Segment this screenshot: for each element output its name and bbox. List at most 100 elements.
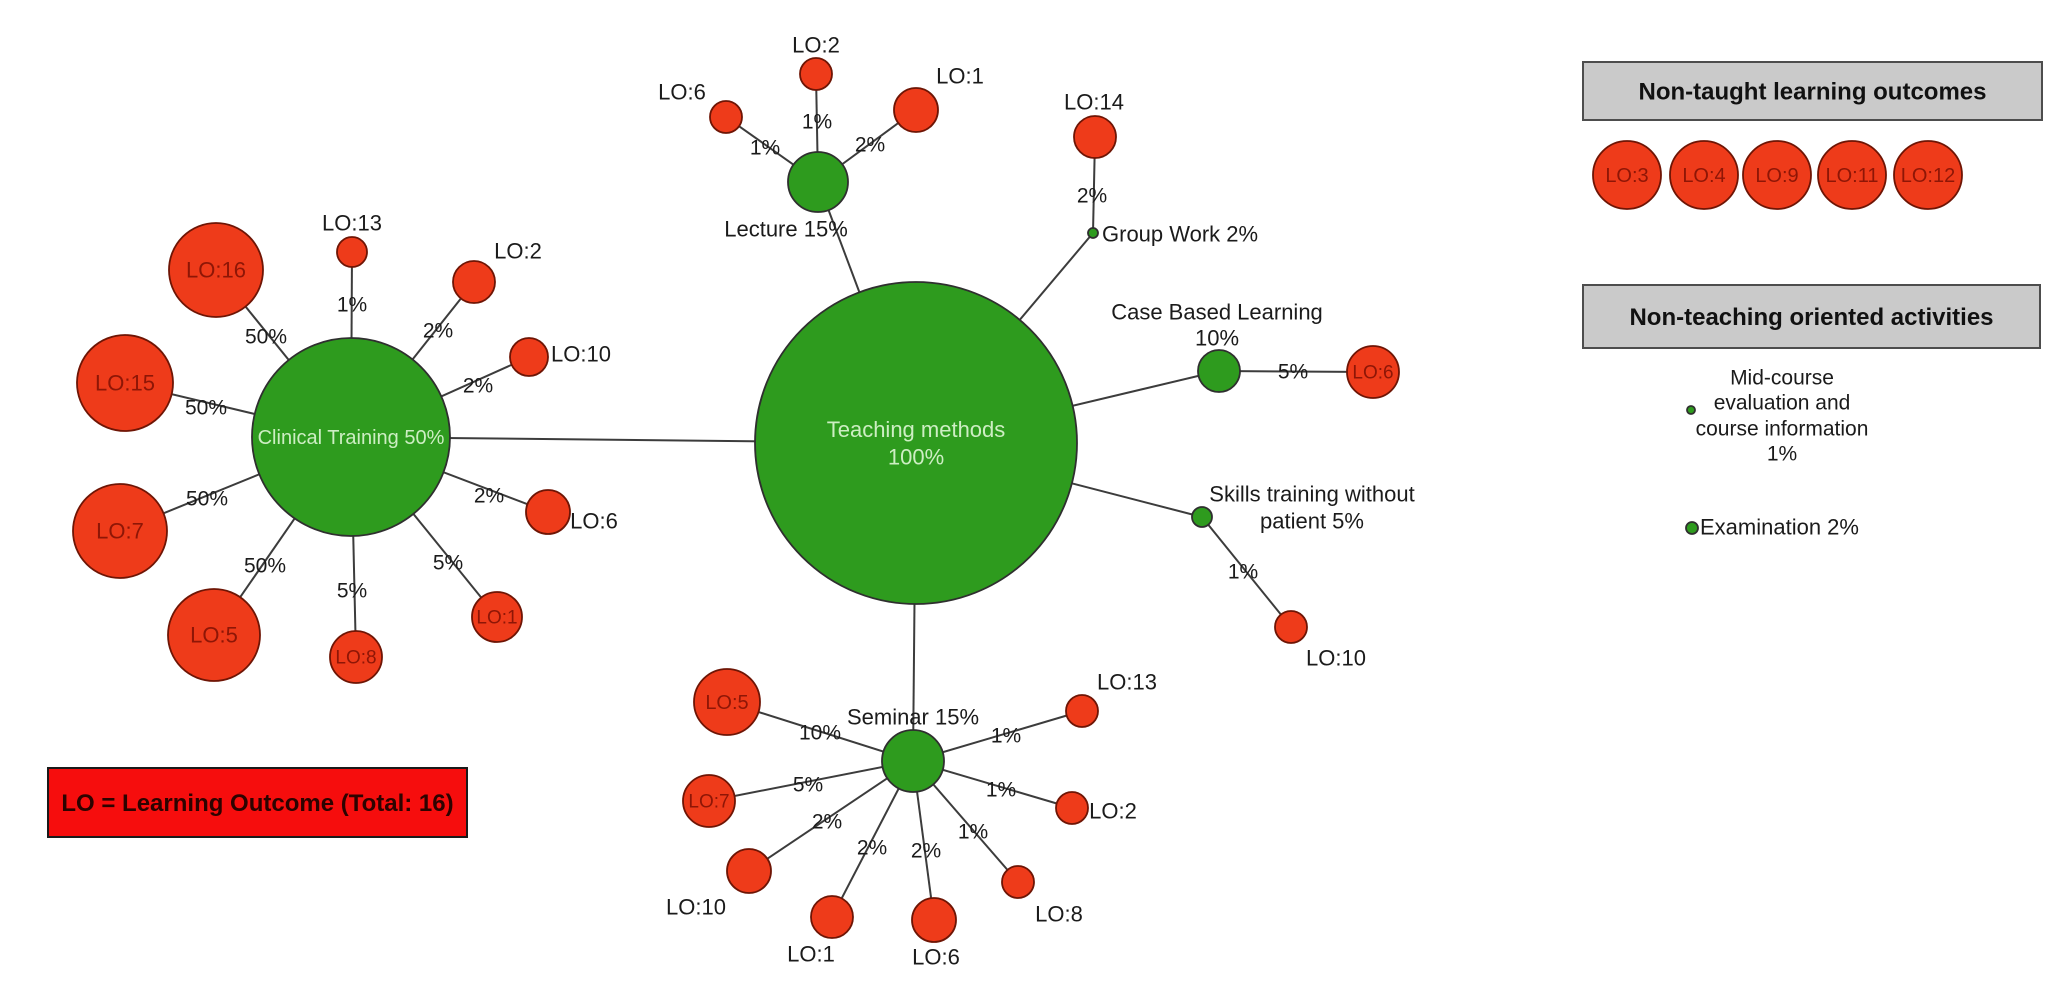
node-lo13-seminar [1065,694,1099,728]
edge-label-lecture-lo1: 2% [855,133,885,156]
edge-label-clinical-lo15: 50% [185,396,227,419]
label-lo14-group-work: LO:14 [1064,90,1124,115]
label-mid-course-line3: course information [1696,417,1869,440]
node-lo5-seminar-label: LO:5 [705,692,748,714]
cluster-lecture [787,151,849,213]
legend-box-non-teaching-label: Non-teaching oriented activities [1629,304,1993,331]
label-lo2-lecture: LO:2 [792,33,840,58]
legend-node-lo9-label: LO:9 [1755,165,1798,187]
edge-label-clinical-lo5: 50% [244,554,286,577]
node-lo1-seminar [810,895,854,939]
legend-box-non-teaching [1582,284,2041,349]
node-lo7-clinical [72,483,168,579]
label-lo10-clinical: LO:10 [551,342,611,367]
node-lo6-case-based [1346,345,1400,399]
edge-label-case-based-lo6: 5% [1278,360,1308,383]
edge-label-clinical-lo13: 1% [337,293,367,316]
node-lo1-clinical [471,591,523,643]
label-skills-title-line2: patient 5% [1260,509,1364,534]
edge-label-group-work-lo14: 2% [1077,184,1107,207]
node-lo6-case-based-label: LO:6 [1352,363,1393,384]
label-lo6-clinical: LO:6 [570,509,618,534]
legend-node-lo3-label: LO:3 [1605,165,1648,187]
edge-label-clinical-lo2: 2% [423,319,453,342]
edge-seminar-lo7 [708,760,914,802]
node-lo7-seminar-label: LO:7 [688,792,729,813]
edge-label-seminar-lo7: 5% [793,773,823,796]
node-lo16-clinical [168,222,264,318]
label-lo2-seminar: LO:2 [1089,799,1137,824]
legend-node-lo4 [1669,140,1739,210]
dot-examination [1685,521,1699,535]
label-lo1-lecture: LO:1 [936,64,984,89]
label-lo8-seminar: LO:8 [1035,902,1083,927]
cluster-clinical-training [251,337,451,537]
cluster-seminar [881,729,945,793]
edge-label-seminar-lo13: 1% [991,724,1021,747]
edge-label-seminar-lo8: 1% [958,820,988,843]
node-lo6-seminar [911,897,957,943]
label-group-work-title: Group Work 2% [1102,222,1258,247]
edge-label-clinical-lo16: 50% [245,325,287,348]
dot-group-work [1087,227,1099,239]
edge-label-seminar-lo6: 2% [911,839,941,862]
node-lo1-lecture [893,87,939,133]
dot-mid-course [1686,405,1696,415]
label-mid-course-line1: Mid-course [1730,366,1834,389]
label-lo6-lecture: LO:6 [658,80,706,105]
legend-box-non-taught-label: Non-taught learning outcomes [1639,78,1987,105]
edge-label-seminar-lo5: 10% [799,721,841,744]
legend-node-lo11 [1817,140,1887,210]
edge-label-lecture-lo6: 1% [750,136,780,159]
label-lo10-seminar: LO:10 [666,895,726,920]
node-lo5-clinical-label: LO:5 [190,623,238,648]
label-lo13-seminar: LO:13 [1097,670,1157,695]
edge-label-seminar-lo2: 1% [986,778,1016,801]
legend-box-lo-definition [47,767,468,838]
legend-node-lo4-label: LO:4 [1682,165,1725,187]
node-lo14-group-work [1073,115,1117,159]
label-lecture-title: Lecture 15% [724,217,848,242]
edge-label-clinical-lo1: 5% [433,551,463,574]
label-examination: Examination 2% [1700,515,1859,540]
label-case-based-title-line1: Case Based Learning [1111,300,1323,325]
label-case-based-title-line2: 10% [1195,326,1239,351]
legend-node-lo12 [1893,140,1963,210]
cluster-clinical-training-label: Clinical Training 50% [258,427,445,449]
node-lo8-clinical-label: LO:8 [335,648,376,669]
edge-skills-lo10 [1201,516,1292,628]
node-lo7-seminar [682,774,736,828]
node-lo7-clinical-label: LO:7 [96,519,144,544]
label-lo1-seminar: LO:1 [787,942,835,967]
node-lo6-clinical [525,489,571,535]
cluster-case-based-learning [1197,349,1241,393]
node-lo16-clinical-label: LO:16 [186,258,246,283]
node-lo5-seminar [693,668,761,736]
node-lo15-clinical-label: LO:15 [95,371,155,396]
label-seminar-title: Seminar 15% [847,705,979,730]
node-lo10-skills [1274,610,1308,644]
edge-label-seminar-lo10: 2% [812,810,842,833]
node-lo6-lecture [709,100,743,134]
node-lo2-lecture [799,57,833,91]
hub-teaching-methods-label: 100% [888,444,944,469]
edge-label-seminar-lo1: 2% [857,836,887,859]
label-mid-course-line2: evaluation and [1714,391,1851,414]
node-lo13-clinical [336,236,368,268]
legend-node-lo11-label: LO:11 [1826,165,1879,187]
node-lo10-seminar [726,848,772,894]
label-lo6-seminar: LO:6 [912,945,960,970]
label-lo10-skills: LO:10 [1306,646,1366,671]
legend-box-non-taught [1582,61,2043,121]
hub-teaching-methods-label: Teaching methods [827,417,1006,442]
legend-box-lo-definition-label: LO = Learning Outcome (Total: 16) [61,790,453,817]
legend-node-lo9 [1742,140,1812,210]
node-lo15-clinical [76,334,174,432]
label-lo2-clinical: LO:2 [494,239,542,264]
edge-label-lecture-lo2: 1% [802,110,832,133]
node-lo8-clinical [329,630,383,684]
label-lo13-clinical: LO:13 [322,211,382,236]
label-skills-title-line1: Skills training without [1209,482,1414,507]
